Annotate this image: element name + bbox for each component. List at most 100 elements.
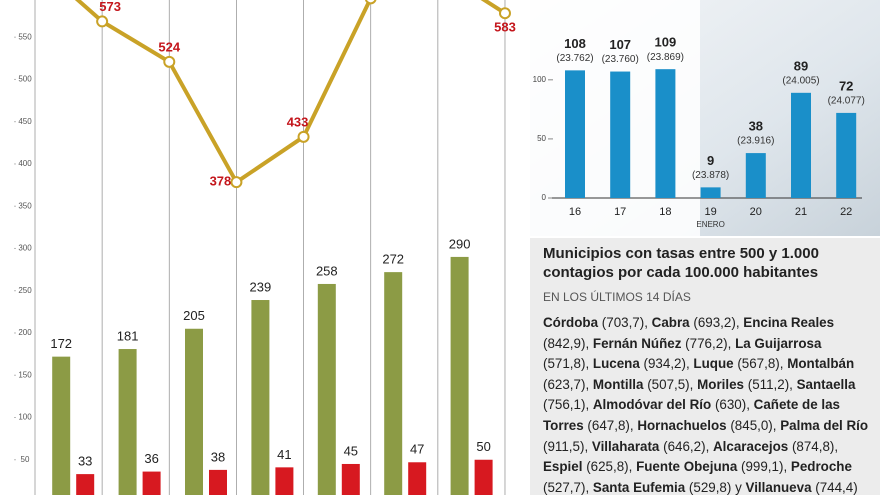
bar-value-label: 172	[50, 336, 72, 351]
municipality-rate: (625,8)	[586, 459, 629, 475]
municipality-name: Montilla	[592, 376, 644, 392]
bar-value-label: 272	[382, 252, 404, 267]
bar-note: (23.869)	[647, 52, 684, 63]
x-axis-label: ENERO	[696, 220, 724, 229]
y-tick-label: 100	[18, 413, 32, 422]
bar-note: (24.077)	[828, 96, 865, 107]
x-tick-label: 21	[795, 206, 807, 218]
line-point	[364, 0, 377, 5]
municipality-name: Villanueva	[745, 479, 812, 495]
municipality-rate: (630)	[714, 397, 747, 413]
y-tick-label: 150	[18, 370, 32, 379]
bar-value-label: 47	[410, 442, 424, 457]
line-point	[163, 55, 176, 68]
y-tick-label: 500	[18, 75, 32, 84]
bar	[275, 467, 294, 495]
y-tick-label: 550	[18, 32, 32, 41]
bar-value-label: 239	[250, 279, 272, 294]
municipality-name: Palma del Río	[780, 417, 869, 433]
municipality-rate: (529,8)	[688, 479, 732, 495]
bar-note: (23.878)	[692, 170, 729, 181]
bar-value-label: 258	[316, 263, 338, 278]
municipality-name: Encina Reales	[743, 315, 835, 330]
bar-value-label: 205	[183, 308, 205, 323]
municipality-rate: (776,2)	[685, 335, 728, 351]
line-point	[96, 15, 109, 28]
y-tick-label: 200	[18, 328, 32, 337]
municipality-name: Espiel	[543, 459, 583, 475]
x-tick-label: 19	[704, 206, 716, 218]
municipality-rate: (567,8)	[737, 356, 780, 372]
bar	[142, 471, 161, 495]
municipality-name: Lucena	[592, 356, 640, 372]
line-value-label: 524	[158, 39, 180, 54]
municipality-name: Montalbán	[787, 356, 855, 372]
municipality-rate: (934,2)	[643, 356, 686, 372]
bar-value-label: 33	[78, 454, 92, 469]
bar-value-label: 36	[144, 451, 158, 466]
x-tick-label: 17	[614, 206, 626, 218]
bar	[745, 153, 766, 198]
line-point	[297, 130, 310, 143]
bar	[341, 463, 360, 495]
bar	[655, 69, 676, 198]
bar-value-label: 38	[211, 449, 225, 464]
municipality-rate: (647,8)	[587, 417, 630, 433]
y-tick-label: 350	[18, 201, 32, 210]
municipality-name: La Guijarrosa	[735, 335, 822, 351]
bar-note: (23.916)	[737, 136, 774, 147]
municipality-rate: (911,5)	[543, 438, 585, 454]
bar	[474, 459, 493, 495]
y-tick-label: 400	[18, 159, 32, 168]
y-tick-label: 50	[537, 134, 546, 143]
municipality-rate: (571,8)	[543, 356, 586, 372]
municipality-name: Santa Eufemia	[592, 479, 686, 495]
bar	[450, 256, 469, 495]
municipality-rate: (646,2)	[663, 438, 706, 454]
line-point	[498, 7, 511, 20]
municipality-name: Moriles	[697, 376, 744, 392]
line-value-label: 573	[99, 0, 121, 14]
bar-value-label: 181	[117, 328, 139, 343]
municipality-rate: (874,8)	[791, 438, 835, 454]
municipality-name: Córdoba	[543, 315, 599, 330]
conjunction: y	[735, 479, 742, 495]
bar-value-label: 72	[839, 78, 853, 93]
municipality-rate: (623,7)	[543, 376, 586, 392]
municipality-rate: (693,2)	[693, 315, 736, 330]
y-tick-label: 250	[18, 286, 32, 295]
line-value-label: 583	[494, 20, 516, 35]
municipality-rate: (999,1)	[741, 459, 784, 475]
panel-title: Municipios con tasas entre 500 y 1.000 c…	[543, 245, 819, 281]
municipality-panel: Municipios con tasas entre 500 y 1.000 c…	[530, 238, 880, 495]
panel-list: Córdoba (703,7), Cabra (693,2), Encina R…	[543, 315, 869, 495]
bar	[317, 283, 336, 495]
bar	[836, 112, 857, 198]
municipality-rate: (756,1)	[543, 397, 586, 413]
y-tick-label: 100	[533, 75, 547, 84]
municipality-rate: (842,9)	[543, 335, 586, 351]
bar-note: (23.760)	[602, 54, 639, 65]
municipality-rate: (703,7)	[601, 315, 645, 330]
municipality-rate: (845,0)	[730, 417, 773, 433]
line-value-label: 433	[287, 114, 309, 129]
municipality-rate: (744,4)	[815, 479, 858, 495]
municipality-name: Fuente Obejuna	[636, 459, 738, 475]
x-tick-label: 22	[840, 206, 852, 218]
bar	[118, 349, 137, 495]
bar-value-label: 45	[344, 443, 358, 458]
bar-value-label: 41	[277, 447, 291, 462]
bar-value-label: 290	[449, 236, 471, 251]
bar	[384, 272, 403, 495]
bar	[185, 328, 203, 495]
x-tick-label: 16	[569, 206, 581, 218]
panel-subtitle: EN LOS ÚLTIMOS 14 DÍAS	[543, 290, 691, 304]
bar	[408, 462, 427, 495]
y-tick-label: 0	[542, 193, 547, 202]
bar-value-label: 89	[794, 58, 808, 73]
municipality-rate: (527,7)	[543, 479, 586, 495]
municipality-name: Santaella	[796, 376, 856, 392]
municipality-name: Alcaracejos	[713, 438, 789, 454]
